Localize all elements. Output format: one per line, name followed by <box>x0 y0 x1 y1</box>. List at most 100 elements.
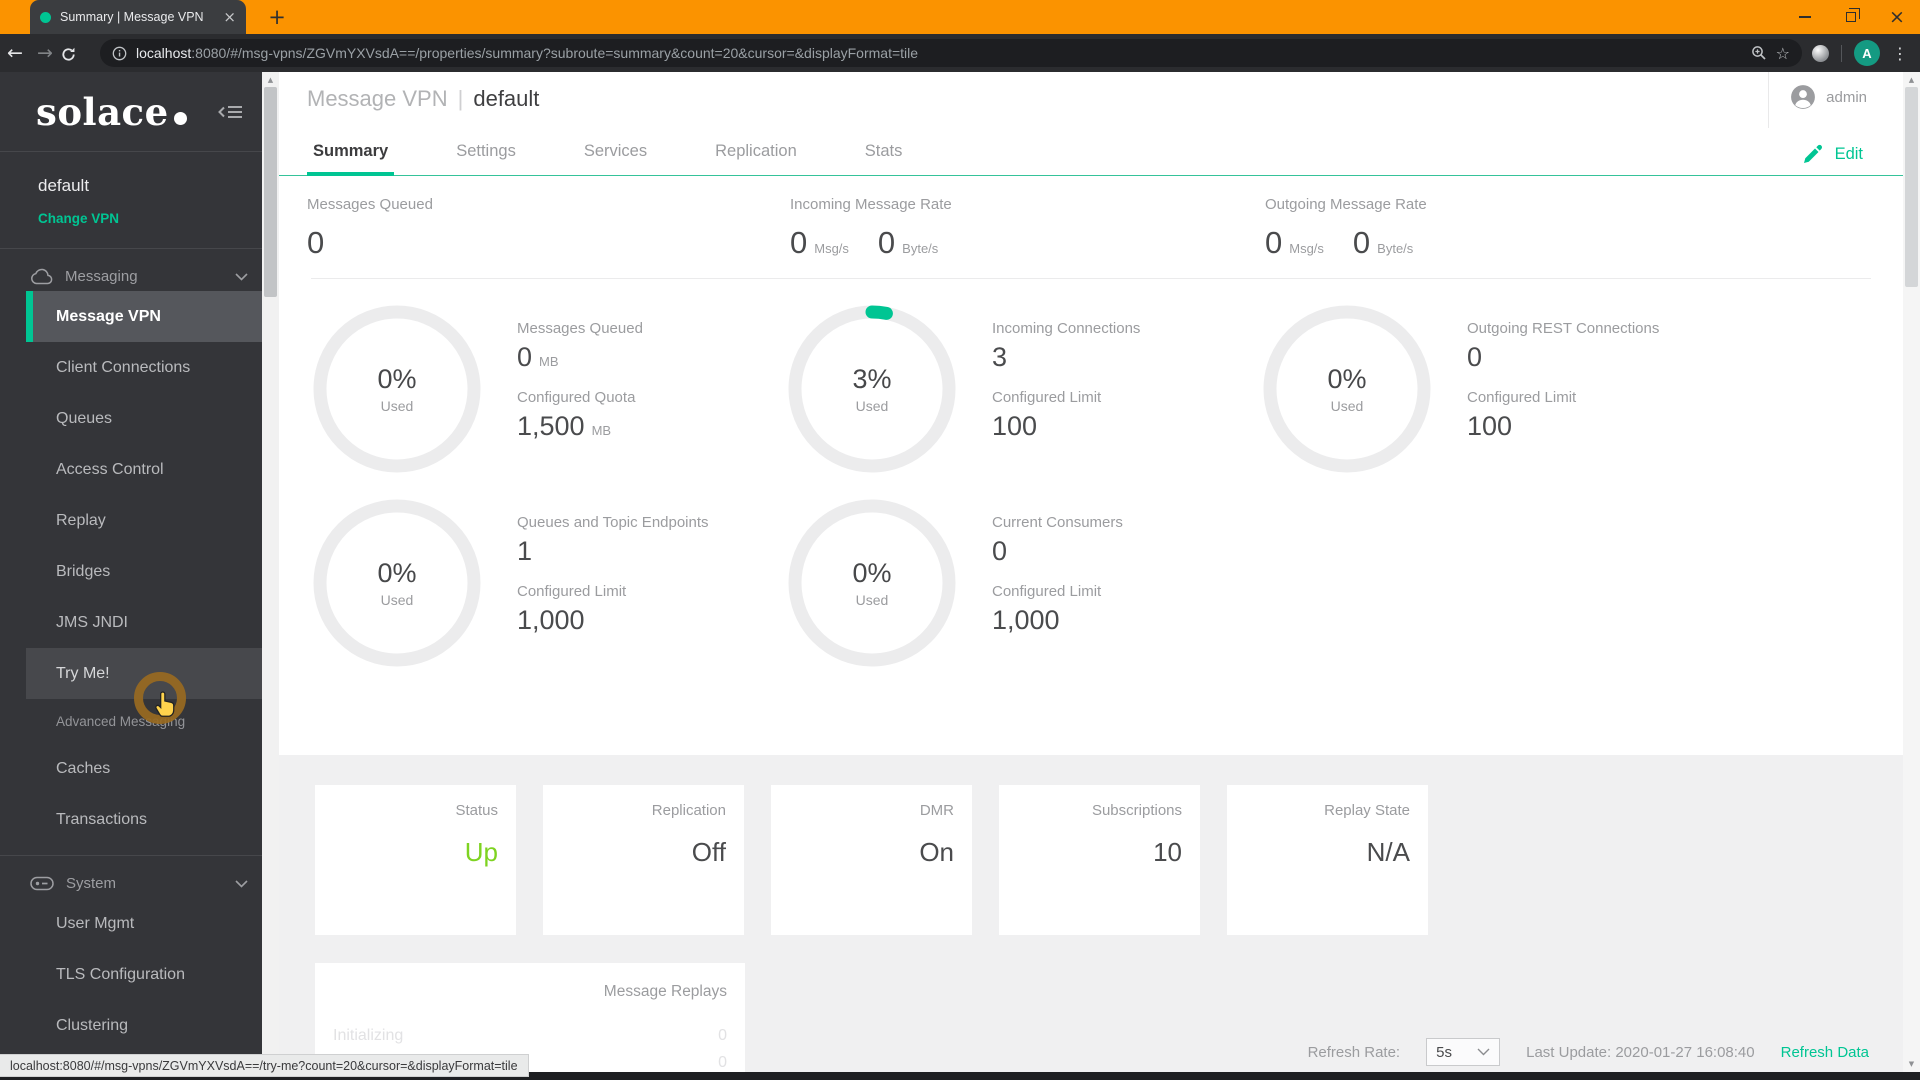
zoom-page-icon[interactable] <box>1751 45 1767 61</box>
scrollbar-thumb[interactable] <box>1905 87 1918 287</box>
sidebar-item-user-mgmt[interactable]: User Mgmt <box>0 898 262 949</box>
content-scrollbar[interactable]: ▲ <box>262 72 279 1072</box>
gauge-value: 0 <box>517 342 533 372</box>
sidebar-item-label: JMS JNDI <box>56 613 128 631</box>
card-label: Status <box>455 802 498 819</box>
sidebar-item-bridges[interactable]: Bridges <box>0 546 262 597</box>
gauge-row-1: 0% Used Messages Queued 0 MB Configured Qu… <box>279 305 1903 473</box>
new-tab-button[interactable]: + <box>268 5 286 29</box>
page-title-section: Message VPN <box>307 86 448 111</box>
gauge-label: Messages Queued <box>517 320 643 337</box>
gauge-queues-topic-endpoints: 0% Used Queues and Topic Endpoints 1 Conf… <box>313 499 788 667</box>
url-bar[interactable]: localhost:8080/#/msg-vpns/ZGVmYXVsdA==/p… <box>100 39 1802 67</box>
forward-icon[interactable]: → <box>37 42 53 64</box>
sidebar-item-replay[interactable]: Replay <box>0 495 262 546</box>
stat-messages-queued: Messages Queued 0 <box>307 196 433 261</box>
sidebar-item-caches[interactable]: Caches <box>0 743 262 794</box>
page-header: Message VPN | default admin <box>279 72 1903 128</box>
sidebar-section-system[interactable]: System <box>0 856 262 898</box>
change-vpn-link[interactable]: Change VPN <box>38 211 120 226</box>
sidebar-item-transactions[interactable]: Transactions <box>0 794 262 845</box>
browser-tab[interactable]: Summary | Message VPN × <box>30 0 246 34</box>
window-controls: × <box>1782 0 1920 34</box>
sidebar-logo-row: solace <box>0 72 262 152</box>
sidebar-item-queues[interactable]: Queues <box>0 393 262 444</box>
replay-row-label: Initializing <box>333 1027 404 1044</box>
stat-value: 0 <box>877 225 896 260</box>
sidebar-collapse-icon[interactable] <box>218 103 244 121</box>
replay-row-value: 0 <box>718 1027 727 1044</box>
gauge-label: Configured Limit <box>1467 389 1577 406</box>
tab-services[interactable]: Services <box>583 142 648 160</box>
window-scrollbar[interactable]: ▲ ▼ <box>1903 72 1920 1072</box>
sidebar-item-jms-jndi[interactable]: JMS JNDI <box>0 597 262 648</box>
sidebar-item-label: Bridges <box>56 562 111 580</box>
stat-label: Messages Queued <box>307 196 433 213</box>
window-minimize-button[interactable] <box>1782 0 1828 34</box>
gauge-outgoing-rest-connections: 0% Used Outgoing REST Connections 0 Confi… <box>1263 305 1738 473</box>
window-close-button[interactable]: × <box>1889 6 1905 28</box>
site-info-icon[interactable] <box>112 46 127 61</box>
browser-profile-avatar[interactable]: A <box>1854 40 1880 66</box>
stat-value: 0 <box>1352 225 1371 260</box>
back-icon[interactable]: ← <box>7 42 23 64</box>
sidebar-item-access-control[interactable]: Access Control <box>0 444 262 495</box>
tab-close-icon[interactable]: × <box>223 7 236 26</box>
card-status: Status Up <box>315 785 516 935</box>
lower-section: Status Up Replication Off DMR On Subscri… <box>279 755 1903 1080</box>
edit-label: Edit <box>1834 145 1863 163</box>
tab-settings[interactable]: Settings <box>456 142 516 160</box>
card-replay-state: Replay State N/A <box>1227 785 1428 935</box>
tab-replication[interactable]: Replication <box>715 142 797 160</box>
sidebar-item-message-vpn[interactable]: Message VPN <box>26 291 262 342</box>
gauge-used-label: Used <box>1330 398 1364 414</box>
scroll-up-icon[interactable]: ▲ <box>267 76 274 84</box>
refresh-rate-value: 5s <box>1436 1043 1452 1061</box>
replay-row-value: 0 <box>718 1054 727 1071</box>
user-menu[interactable]: admin <box>1790 84 1867 110</box>
selected-indicator <box>26 291 33 342</box>
solace-logo-dot <box>173 112 187 125</box>
gauge-label: Queues and Topic Endpoints <box>517 514 709 531</box>
click-ripple <box>134 672 186 724</box>
usage-donut: 3% Used <box>788 305 956 473</box>
bookmark-star-icon[interactable]: ☆ <box>1775 43 1790 63</box>
gauge-label: Current Consumers <box>992 514 1123 531</box>
card-value: Off <box>691 837 726 867</box>
url-host: localhost <box>136 45 192 61</box>
gauge-label: Configured Limit <box>517 583 627 600</box>
sidebar-item-clustering[interactable]: Clustering <box>0 1000 262 1051</box>
refresh-rate-select[interactable]: 5s <box>1426 1038 1501 1066</box>
status-cards: Status Up Replication Off DMR On Subscri… <box>279 755 1903 935</box>
edit-button[interactable]: Edit <box>1802 144 1863 165</box>
card-value: 10 <box>1153 837 1182 867</box>
browser-menu-icon[interactable]: ⋮ <box>1892 43 1908 63</box>
card-dmr: DMR On <box>771 785 972 935</box>
scroll-down-icon[interactable]: ▼ <box>1908 1060 1915 1068</box>
extension-icon[interactable] <box>1812 44 1829 62</box>
sidebar-item-client-connections[interactable]: Client Connections <box>0 342 262 393</box>
sidebar-item-advanced-messaging[interactable]: Advanced Messaging <box>0 699 262 743</box>
sidebar-section-messaging[interactable]: Messaging <box>0 249 262 291</box>
gauge-value: 100 <box>1467 411 1513 441</box>
tab-stats[interactable]: Stats <box>864 142 903 160</box>
card-value: On <box>919 837 954 867</box>
scrollbar-thumb[interactable] <box>264 87 277 297</box>
sidebar: solace default Change VPN Messaging Mess… <box>0 72 262 1080</box>
tab-summary[interactable]: Summary <box>307 130 395 176</box>
gauge-label: Configured Quota <box>517 389 636 406</box>
refresh-data-link[interactable]: Refresh Data <box>1780 1043 1869 1061</box>
user-name: admin <box>1826 88 1867 106</box>
scroll-up-icon[interactable]: ▲ <box>1908 76 1915 84</box>
sidebar-item-label: Replay <box>56 511 106 529</box>
window-restore-button[interactable] <box>1828 0 1874 34</box>
chevron-down-icon <box>235 879 248 888</box>
sidebar-item-label: Queues <box>56 409 113 427</box>
reload-icon[interactable] <box>60 43 90 63</box>
gauge-used-label: Used <box>855 592 889 608</box>
card-value: Up <box>464 837 498 867</box>
gauge-label: Incoming Connections <box>992 320 1141 337</box>
gauge-label: Outgoing REST Connections <box>1467 320 1660 337</box>
sidebar-item-tls-configuration[interactable]: TLS Configuration <box>0 949 262 1000</box>
